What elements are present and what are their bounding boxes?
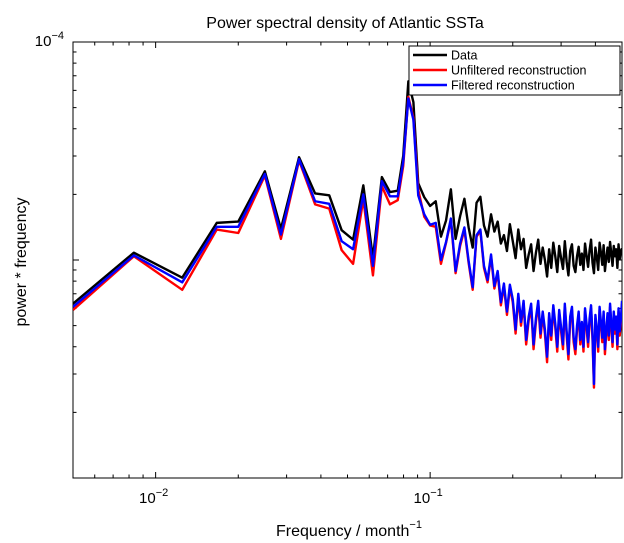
legend-entry: Unfiltered reconstruction [451,64,587,78]
y-tick-label-exp: −4 [51,30,64,42]
x-tick-label-exp: −2 [156,487,169,499]
legend-entry: Data [451,49,477,63]
x-axis-label-text: Frequency / month [276,523,409,540]
chart-title: Power spectral density of Atlantic SSTa [206,15,484,32]
legend-entry: Filtered reconstruction [451,79,575,93]
x-tick-label: 10−1 [414,487,443,507]
x-tick-label: 10−2 [139,487,168,507]
axis-ticks: 10−2 10−110−4 [35,30,623,507]
x-tick-label-exp: −1 [430,487,443,499]
series-line-3 [73,97,622,386]
series-layer [73,80,622,389]
x-tick-label-base: 10 [139,490,156,507]
plot-frame [72,41,623,479]
x-tick-label-base: 10 [414,490,431,507]
y-tick-label-base: 10 [35,33,52,50]
y-tick-label: 10−4 [35,30,64,50]
y-axis-label: power * frequency [13,198,30,327]
x-axis-label-superscript: −1 [409,519,422,531]
x-axis-label: Frequency / month−1 [276,519,422,540]
